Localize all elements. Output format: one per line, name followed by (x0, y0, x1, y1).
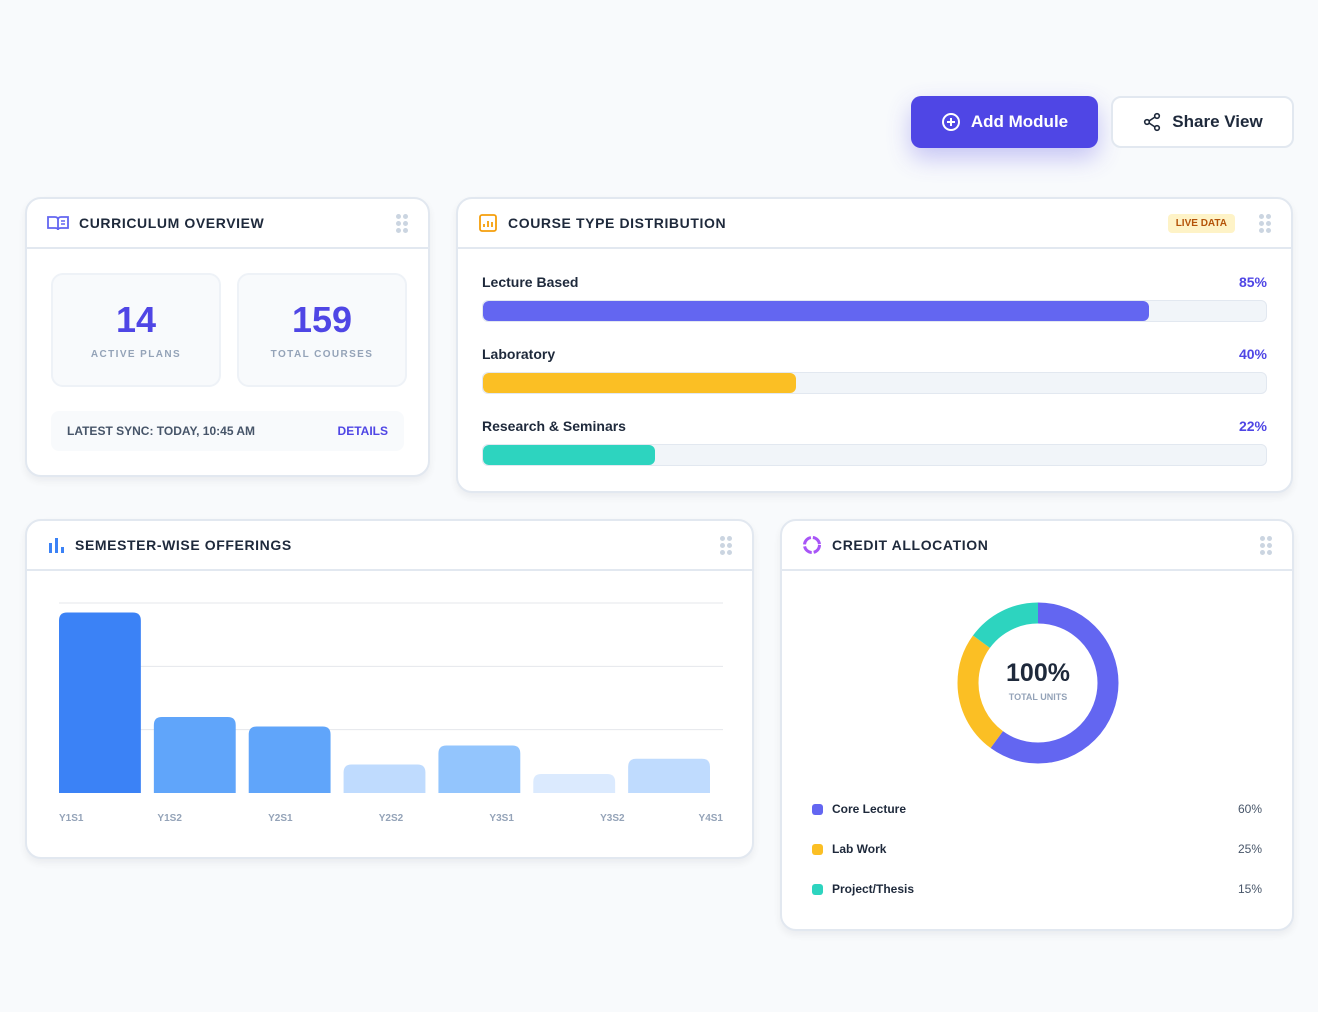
drag-handle-icon[interactable] (1260, 535, 1272, 555)
progress-fill (483, 301, 1149, 321)
progress-fill (483, 373, 797, 393)
distribution-row: Laboratory 40% (482, 346, 1267, 394)
legend-label: Lab Work (832, 842, 887, 856)
sync-bar: LATEST SYNC: TODAY, 10:45 AM DETAILS (51, 411, 404, 451)
legend-value: 60% (1237, 802, 1262, 816)
legend-swatch (812, 843, 823, 855)
card-title: CREDIT ALLOCATION (832, 537, 989, 553)
plus-circle-icon (941, 113, 960, 131)
x-tick-label: Y1S1 (59, 813, 84, 824)
bar-y3s1[interactable] (438, 745, 521, 794)
card-title: COURSE TYPE DISTRIBUTION (508, 215, 727, 231)
x-tick-label: Y1S2 (157, 813, 182, 824)
legend-value: 25% (1237, 842, 1262, 856)
legend-item: Lab Work 25% (812, 842, 1262, 856)
credit-donut-chart (957, 602, 1119, 764)
curriculum-overview-card: CURRICULUM OVERVIEW 14 ACTIVE PLANS 159 … (25, 197, 430, 477)
credit-allocation-card: CREDIT ALLOCATION 100% TOTAL UNITS Core … (780, 519, 1294, 931)
semester-bar-chart: Y1S1 Y1S2 Y2S1 Y2S2 Y3S1 Y3S2 Y4S1 (59, 602, 724, 824)
progress-fill (483, 445, 656, 465)
stat-value: 14 (115, 299, 157, 340)
donut-slice-2[interactable] (957, 602, 1119, 764)
row-label: Research & Seminars (482, 418, 626, 434)
row-label: Lecture Based (482, 274, 579, 290)
stat-label: ACTIVE PLANS (90, 349, 182, 360)
distribution-row: Research & Seminars 22% (482, 418, 1267, 466)
row-label: Laboratory (482, 346, 556, 362)
semester-offerings-card: SEMESTER-WISE OFFERINGS Y1S1 Y1S2 Y2S1 Y2S2… (25, 519, 754, 859)
bar-y1s1[interactable] (59, 612, 141, 794)
legend-label: Project/Thesis (832, 882, 915, 896)
bar-y3s2[interactable] (533, 774, 616, 793)
bar-y2s1[interactable] (248, 726, 331, 794)
donut-icon (803, 536, 821, 554)
bar-chart-icon (49, 538, 64, 553)
share-view-label: Share View (1172, 112, 1263, 131)
donut-center-label: TOTAL UNITS (1008, 692, 1068, 702)
legend-item: Core Lecture 60% (812, 802, 1262, 816)
x-tick-label: Y2S1 (268, 813, 293, 824)
drag-handle-icon[interactable] (396, 213, 408, 233)
card-title: CURRICULUM OVERVIEW (79, 215, 265, 231)
progress-track (482, 372, 1267, 394)
legend-swatch (812, 803, 823, 815)
total-courses-stat: 159 TOTAL COURSES (237, 273, 407, 387)
card-title: SEMESTER-WISE OFFERINGS (75, 537, 292, 553)
share-icon (1144, 112, 1161, 132)
drag-handle-icon[interactable] (720, 535, 732, 555)
legend-value: 15% (1237, 882, 1262, 896)
legend-label: Core Lecture (832, 802, 907, 816)
progress-track (482, 444, 1267, 466)
add-module-button[interactable]: Add Module (911, 96, 1098, 148)
distribution-row: Lecture Based 85% (482, 274, 1267, 322)
bar-y2s2[interactable] (343, 764, 426, 794)
donut-center-value: 100% (1006, 659, 1070, 687)
stat-value: 159 (291, 299, 353, 340)
book-icon (47, 216, 69, 231)
donut-slice-1[interactable] (957, 602, 1119, 764)
sync-status: LATEST SYNC: TODAY, 10:45 AM (67, 424, 256, 438)
x-tick-label: Y4S1 (699, 813, 724, 824)
legend-item: Project/Thesis 15% (812, 882, 1262, 896)
active-plans-stat: 14 ACTIVE PLANS (51, 273, 221, 387)
row-percent: 85% (1238, 274, 1267, 290)
x-tick-label: Y3S2 (600, 813, 625, 824)
drag-handle-icon[interactable] (1259, 213, 1271, 233)
x-tick-label: Y2S2 (379, 813, 404, 824)
chart-report-icon (479, 214, 497, 232)
live-data-badge: LIVE DATA (1167, 213, 1235, 233)
legend-swatch (812, 883, 823, 895)
bar-y4s1[interactable] (628, 758, 710, 793)
row-percent: 40% (1238, 346, 1267, 362)
x-tick-label: Y3S1 (489, 813, 514, 824)
bar-y1s2[interactable] (153, 717, 236, 793)
course-type-distribution-card: COURSE TYPE DISTRIBUTION LIVE DATA Lectu… (456, 197, 1293, 493)
row-percent: 22% (1238, 418, 1267, 434)
details-link[interactable]: DETAILS (337, 424, 388, 438)
add-module-label: Add Module (970, 112, 1069, 131)
stat-label: TOTAL COURSES (270, 349, 374, 360)
progress-track (482, 300, 1267, 322)
share-view-button[interactable]: Share View (1111, 96, 1294, 148)
